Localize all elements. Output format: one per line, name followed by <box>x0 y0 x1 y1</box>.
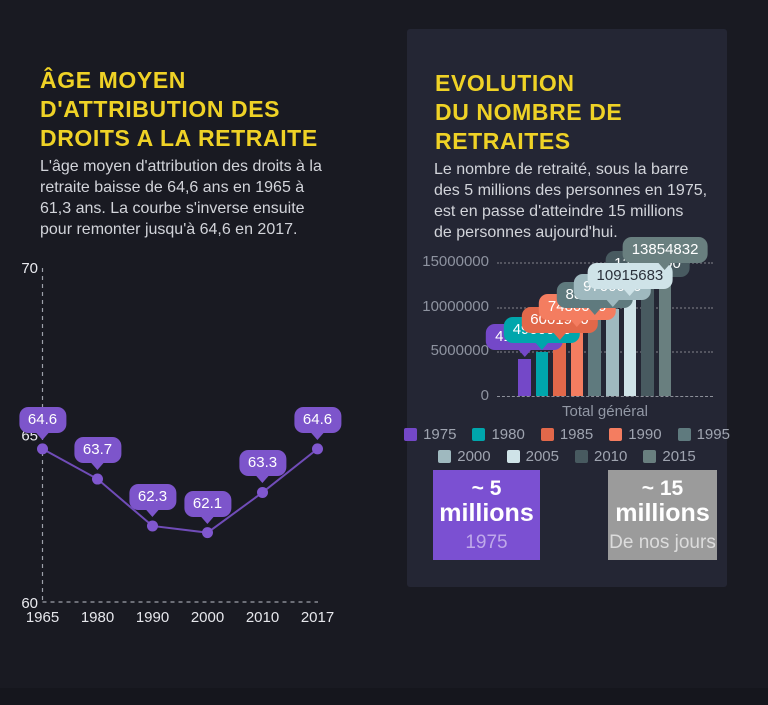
line-chart-point <box>312 443 323 455</box>
legend-label: 2005 <box>525 448 559 465</box>
paragraph-line: L'âge moyen d'attribution des droits à l… <box>40 158 322 175</box>
line-chart-point <box>92 473 103 485</box>
line-chart-xtick: 2010 <box>246 609 279 626</box>
legend-label: 2010 <box>594 448 628 465</box>
stat-caption: De nos jours <box>609 531 716 553</box>
line-chart-xtick: 1980 <box>81 609 114 626</box>
paragraph-line: des 5 millions des personnes en 1975, <box>434 182 708 199</box>
bar-chart-legend: 1975 1980 1985 1990 1995 2000 2005 2010 2015 <box>404 426 730 465</box>
legend-label: 1975 <box>423 426 457 443</box>
stat-unit: millions <box>439 498 534 527</box>
legend-label: 1990 <box>628 426 662 443</box>
line-chart-ytick: 70 <box>21 260 38 277</box>
right-title-line: RETRAITES <box>435 128 571 154</box>
legend-swatch <box>575 450 588 463</box>
legend-swatch <box>643 450 657 463</box>
legend-swatch <box>540 428 554 441</box>
line-chart-ytick: 65 <box>21 428 38 445</box>
left-section-title: ÂGE MOYEN D'ATTRIBUTION DES DROITS A LA … <box>40 66 318 153</box>
line-chart-series <box>42 448 319 534</box>
legend-item-1980: 1980 <box>472 426 525 443</box>
stat-box-today: ~ 15 millions De nos jours <box>608 470 717 560</box>
stat-unit: millions <box>615 498 710 527</box>
paragraph-line: 61,3 ans. La courbe s'inverse ensuite <box>40 200 305 217</box>
legend-swatch <box>677 428 691 441</box>
line-chart-point <box>202 527 213 539</box>
legend-item-1990: 1990 <box>609 426 662 443</box>
footer-strip <box>0 688 768 705</box>
legend-item-1975: 1975 <box>404 426 456 443</box>
paragraph-line: pour remonter jusqu'à 64,6 en 2017. <box>40 221 298 238</box>
left-section-paragraph: L'âge moyen d'attribution des droits à l… <box>40 156 322 240</box>
line-chart-point <box>257 486 268 498</box>
line-chart-xtick: 1965 <box>26 609 59 626</box>
left-title-line: ÂGE MOYEN <box>40 67 186 93</box>
legend-item-1995: 1995 <box>677 426 730 443</box>
right-title-line: EVOLUTION <box>435 70 575 96</box>
legend-label: 1980 <box>491 426 525 443</box>
left-title-line: D'ATTRIBUTION DES <box>40 96 281 122</box>
line-chart-point <box>37 443 48 455</box>
line-chart-xtick: 2000 <box>191 609 224 626</box>
line-chart-xtick: 1990 <box>136 609 169 626</box>
stat-value: ~ 15 <box>641 476 684 500</box>
legend-item-2005: 2005 <box>506 448 559 465</box>
stat-value: ~ 5 <box>471 476 502 500</box>
stat-box-1975: ~ 5 millions 1975 <box>433 470 540 560</box>
right-section-paragraph: Le nombre de retraité, sous la barre des… <box>434 159 707 243</box>
legend-label: 1995 <box>696 426 730 443</box>
paragraph-line: retraite baisse de 64,6 ans en 1965 à <box>40 179 305 196</box>
right-section-title: EVOLUTION DU NOMBRE DE RETRAITES <box>435 69 622 156</box>
legend-swatch <box>506 450 520 463</box>
legend-item-2000: 2000 <box>438 448 491 465</box>
legend-swatch <box>472 428 486 441</box>
legend-item-2015: 2015 <box>643 448 696 465</box>
legend-label: 2015 <box>662 448 696 465</box>
right-title-line: DU NOMBRE DE <box>435 99 623 125</box>
line-chart-axes <box>41 268 318 603</box>
legend-swatch <box>438 450 452 463</box>
legend-row: 2000 2005 2010 2015 <box>438 448 696 465</box>
legend-row: 1975 1980 1985 1990 1995 <box>404 426 730 443</box>
legend-item-1985: 1985 <box>540 426 594 443</box>
paragraph-line: Le nombre de retraité, sous la barre <box>434 161 689 178</box>
paragraph-line: est en passe d'atteindre 15 millions <box>434 203 684 220</box>
line-chart-xtick: 2017 <box>301 609 334 626</box>
line-chart-ytick: 60 <box>21 595 38 612</box>
left-title-line: DROITS A LA RETRAITE <box>40 125 318 151</box>
paragraph-line: de personnes aujourd'hui. <box>434 224 618 241</box>
legend-item-2010: 2010 <box>575 448 627 465</box>
legend-swatch <box>404 428 418 441</box>
legend-swatch <box>609 428 623 441</box>
legend-label: 2000 <box>457 448 491 465</box>
legend-label: 1985 <box>559 426 594 443</box>
line-chart-point <box>147 520 158 532</box>
stat-caption: 1975 <box>465 531 508 553</box>
